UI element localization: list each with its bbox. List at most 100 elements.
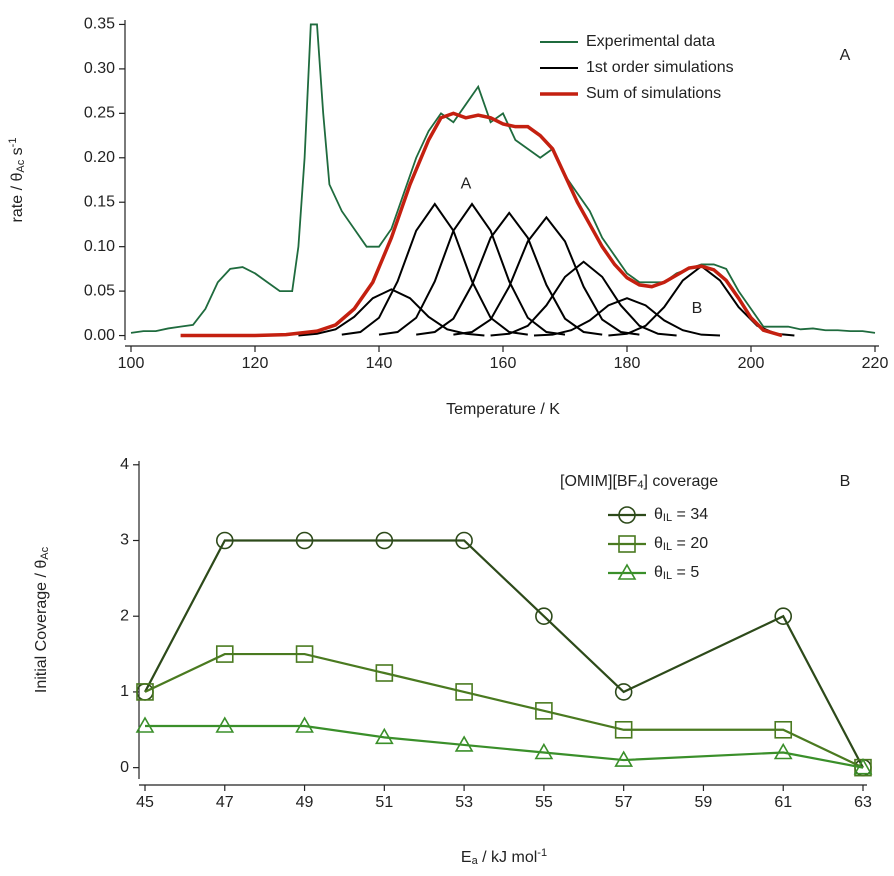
x-tick-label: 200 — [738, 355, 765, 372]
marker — [215, 531, 234, 550]
x-tick-label: 220 — [862, 355, 889, 372]
series-line — [130, 23, 876, 334]
y-tick-label: 0.30 — [84, 60, 115, 77]
y-tick-label: 0.05 — [84, 282, 115, 299]
series-line — [180, 111, 783, 338]
y-axis-label-part: Initial Coverage / θ — [33, 560, 50, 694]
x-axis-label-part: -1 — [537, 847, 547, 859]
legend-label: θIL = 34 — [654, 506, 708, 524]
y-axis-label: Initial Coverage / θAc — [33, 546, 51, 693]
marker — [374, 727, 394, 745]
x-tick-label: 160 — [490, 355, 517, 372]
series-line — [490, 260, 677, 337]
legend-label-part: = 34 — [672, 506, 708, 523]
legend-label: θIL = 20 — [654, 535, 708, 553]
marker — [853, 758, 873, 775]
marker — [614, 683, 633, 701]
legend-title: [OMIM][BF4] coverage — [560, 473, 718, 491]
x-axis-label: Temperature / K — [446, 401, 560, 418]
annotation: A — [461, 176, 472, 193]
panel-label: A — [840, 47, 851, 64]
x-tick-label: 47 — [216, 794, 234, 811]
marker — [136, 683, 154, 701]
x-tick-label: 63 — [854, 794, 872, 811]
y-tick-label: 0.20 — [84, 149, 115, 166]
marker — [295, 716, 314, 733]
y-tick-label: 0.15 — [84, 193, 115, 210]
legend-title-part: 4 — [637, 479, 643, 491]
marker — [295, 531, 314, 550]
legend-label-part: θ — [654, 564, 663, 581]
series-line — [144, 652, 864, 769]
series-line — [298, 288, 485, 337]
series-line — [341, 202, 528, 336]
y-axis-label-part: rate / θ — [9, 173, 26, 223]
x-tick-label: 53 — [455, 794, 473, 811]
marker — [614, 750, 634, 767]
x-tick-label: 45 — [136, 794, 154, 811]
x-tick-label: 61 — [774, 794, 792, 811]
marker — [534, 742, 554, 760]
legend-title-part: ] coverage — [643, 473, 718, 490]
marker — [455, 683, 473, 701]
legend-label: Sum of simulations — [586, 85, 721, 102]
y-tick-label: 0.25 — [84, 105, 115, 122]
y-axis-label-part: s — [9, 147, 26, 159]
marker — [535, 702, 553, 720]
x-tick-label: 51 — [375, 794, 393, 811]
marker — [455, 531, 473, 550]
y-tick-label: 0.00 — [84, 327, 115, 344]
x-axis-label-part: E — [461, 849, 472, 866]
x-tick-label: 55 — [535, 794, 553, 811]
series-line — [378, 202, 566, 336]
y-axis-label-part: Ac — [15, 159, 27, 172]
x-tick-label: 140 — [366, 355, 393, 372]
y-axis-label-part: Ac — [39, 546, 51, 559]
marker — [614, 720, 633, 739]
legend-label-part: θ — [654, 506, 663, 523]
marker — [774, 607, 793, 626]
series-line — [145, 724, 864, 769]
marker — [617, 563, 637, 580]
marker — [773, 742, 793, 760]
y-tick-label: 2 — [120, 607, 129, 624]
x-axis-label-part: / kJ mol — [478, 849, 538, 866]
legend-label-part: IL — [663, 541, 672, 553]
x-tick-label: 180 — [614, 355, 641, 372]
y-tick-label: 0 — [120, 759, 129, 776]
x-tick-label: 57 — [615, 794, 633, 811]
marker — [535, 607, 553, 626]
legend-label: 1st order simulations — [586, 59, 734, 76]
marker — [295, 645, 314, 663]
x-axis-label-part: a — [472, 855, 479, 867]
legend-label: Experimental data — [586, 33, 715, 50]
marker — [375, 664, 394, 682]
marker — [135, 716, 155, 733]
series-line — [533, 297, 721, 337]
marker — [774, 720, 793, 739]
panel-label: B — [840, 473, 851, 490]
y-axis-label-part: -1 — [7, 138, 19, 148]
legend-label-part: = 5 — [672, 564, 699, 581]
legend-label-part: θ — [654, 535, 663, 552]
marker — [375, 531, 394, 550]
annotation: B — [692, 300, 703, 317]
legend-title-part: [OMIM][BF — [560, 473, 638, 490]
marker — [215, 645, 234, 663]
x-tick-label: 59 — [695, 794, 713, 811]
series-line — [144, 539, 864, 769]
y-tick-label: 0.35 — [84, 16, 115, 33]
y-axis-label: rate / θAc s-1 — [7, 138, 27, 223]
marker — [618, 535, 636, 553]
legend-label-part: = 20 — [672, 535, 708, 552]
x-tick-label: 120 — [242, 355, 269, 372]
marker — [215, 716, 235, 733]
marker — [454, 735, 474, 752]
x-tick-label: 49 — [296, 794, 314, 811]
legend-label: θIL = 5 — [654, 564, 699, 582]
y-tick-label: 0.10 — [84, 238, 115, 255]
legend-label-part: IL — [663, 570, 672, 582]
x-axis-label: Ea / kJ mol-1 — [461, 847, 547, 867]
y-tick-label: 3 — [120, 532, 129, 549]
